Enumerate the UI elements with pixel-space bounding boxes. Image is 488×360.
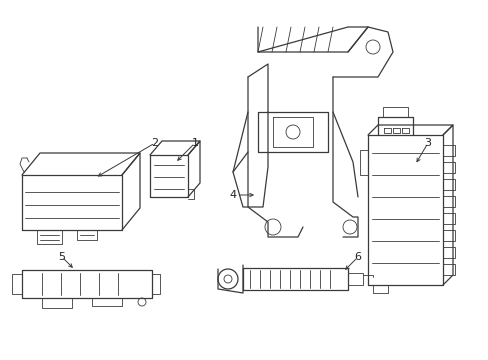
Text: 6: 6 [354, 252, 361, 262]
Text: 5: 5 [59, 252, 65, 262]
Text: 3: 3 [424, 138, 430, 148]
Text: 2: 2 [151, 138, 158, 148]
Text: 4: 4 [229, 190, 237, 200]
Text: 1: 1 [191, 138, 198, 148]
